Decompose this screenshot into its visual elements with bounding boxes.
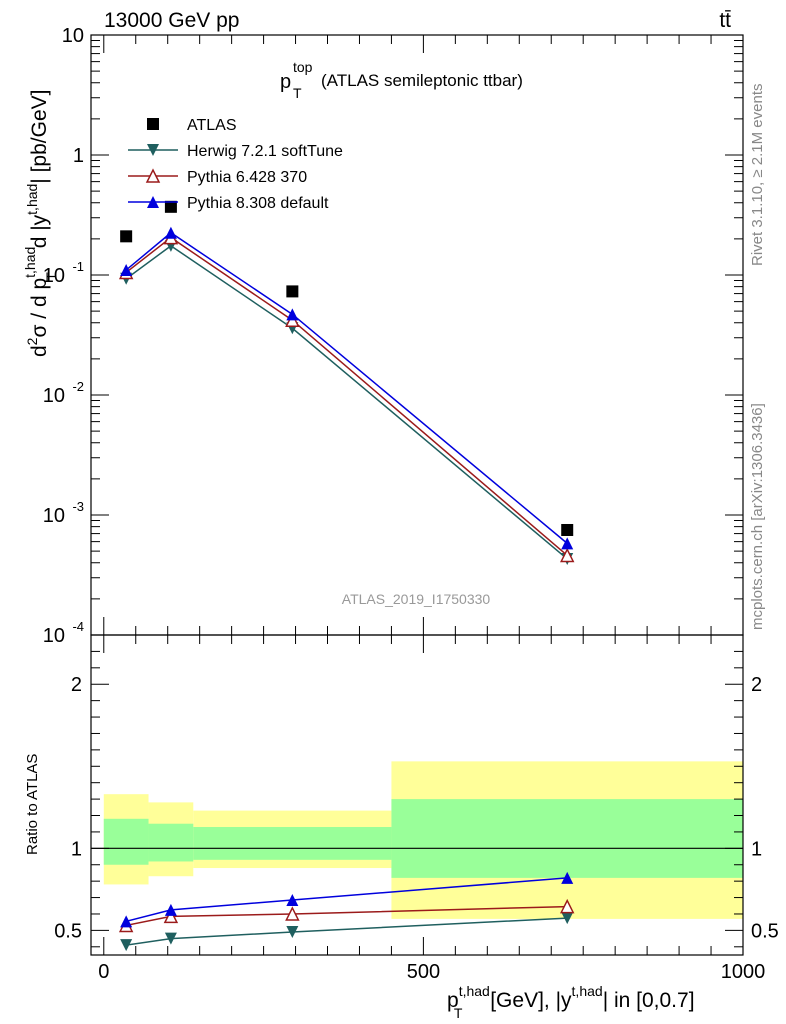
ratio-point-0-0 — [120, 939, 133, 952]
main-point-0-0 — [120, 230, 133, 243]
uncertainty-band-green-2 — [193, 827, 392, 860]
main-title-rest: (ATLAS semileptonic ttbar) — [321, 71, 523, 90]
main-ytick-label: 1 — [73, 145, 84, 167]
main-series-line-3 — [125, 231, 568, 544]
xlabel-p-sub: T — [454, 1005, 463, 1021]
energy-label: 13000 GeV pp — [104, 9, 239, 32]
ratio-point-0-2 — [286, 926, 299, 939]
ylabel-sigma: σ / d p — [28, 278, 51, 338]
main-ytick-exponent: -4 — [72, 619, 84, 634]
ratio-ytick-label-right: 2 — [751, 674, 762, 696]
ylabel-d-sup: 2 — [24, 337, 40, 345]
ylabel-d: d — [28, 345, 51, 357]
xlabel-p-sup: t,had — [459, 983, 490, 999]
rivet-label: Rivet 3.1.10, ≥ 2.1M events — [749, 84, 766, 267]
ratio-point-2-2 — [286, 894, 299, 907]
legend-label-3: Pythia 8.308 default — [187, 195, 329, 212]
xlabel-mid: [GeV], |y — [484, 989, 572, 1012]
main-point-3-1 — [164, 226, 177, 239]
ratio-series — [118, 871, 575, 952]
ylabel-p-sub: T — [43, 272, 59, 281]
main-title-sup: top — [293, 59, 313, 75]
legend-label-2: Pythia 6.428 370 — [187, 169, 307, 186]
main-series — [118, 200, 575, 565]
uncertainty-band-green-1 — [148, 823, 194, 862]
ratio-point-0-3 — [561, 912, 574, 925]
ratio-series-line-2 — [125, 877, 568, 923]
ratio-ytick-label-right: 0.5 — [751, 920, 779, 942]
xtick-label: 1000 — [721, 961, 766, 983]
ratio-panel-frame — [90, 634, 744, 956]
axes: 10 -4 10 -3 10 -2 10 -1 1 10 0 500 1000 0.5 0.5 1 1 2 2 — [43, 25, 779, 983]
main-ytick-exponent: -1 — [72, 259, 84, 274]
legend-marker-2 — [145, 168, 161, 183]
ratio-ytick-label-left: 2 — [71, 674, 82, 696]
ylabel-unit: | [pb/GeV] — [28, 90, 51, 184]
main-ytick-label: 10 — [43, 505, 65, 527]
legend-label-0: ATLAS — [187, 117, 237, 134]
ratio-series-line-0 — [126, 917, 568, 946]
main-title: p top T (ATLAS semileptonic ttbar) — [280, 59, 523, 101]
ratio-point-1-2 — [285, 906, 300, 921]
xtick-label: 500 — [407, 961, 440, 983]
main-series-line-2 — [125, 236, 568, 557]
main-series-line-1 — [125, 244, 568, 560]
ratio-point-2-1 — [164, 903, 177, 916]
main-title-sub: T — [293, 85, 302, 101]
ratio-ytick-label-left: 0.5 — [54, 920, 82, 942]
legend: ATLAS Herwig 7.2.1 softTune Pythia 6.428 3… — [128, 117, 343, 212]
ratio-ytick-label-right: 1 — [751, 838, 762, 860]
main-point-3-2 — [286, 308, 299, 321]
main-point-0-2 — [286, 285, 299, 298]
main-ytick-exponent: -3 — [72, 499, 84, 514]
process-label: tt̄ — [719, 9, 731, 32]
legend-marker-0 — [147, 118, 159, 130]
xlabel-y-sup: t,had — [572, 983, 603, 999]
ylabel-y: d |y — [28, 214, 51, 254]
mcplots-label: mcplots.cern.ch [arXiv:1306.3436] — [749, 403, 766, 630]
ratio-point-0-1 — [164, 932, 177, 945]
ratio-ylabel: Ratio to ATLAS — [24, 754, 41, 855]
uncertainty-band-green-3 — [391, 799, 743, 878]
main-point-3-0 — [120, 264, 133, 277]
analysis-label: ATLAS_2019_I1750330 — [342, 591, 491, 607]
ratio-bands — [91, 761, 743, 919]
ylabel-y-sup: t,had — [24, 184, 40, 215]
xlabel-post: | in [0,0.7] — [603, 989, 695, 1012]
ratio-point-1-1 — [163, 908, 179, 924]
main-ytick-label: 10 — [43, 625, 65, 647]
main-ytick-label: 10 — [43, 265, 65, 287]
main-point-2-3 — [560, 547, 575, 563]
ratio-series-line-1 — [126, 905, 568, 927]
main-ytick-exponent: -2 — [72, 379, 84, 394]
ratio-ytick-label-left: 1 — [71, 838, 82, 860]
main-ylabel: d2σ / d pt,had T d |yt,had| [pb/GeV] — [22, 90, 59, 357]
ratio-point-2-0 — [120, 915, 133, 928]
main-point-3-3 — [561, 537, 574, 550]
main-ytick-label: 10 — [43, 385, 65, 407]
xlabel-p: p — [447, 989, 459, 1012]
legend-marker-1 — [147, 144, 159, 156]
xtick-label: 0 — [98, 961, 109, 983]
ylabel-p-sup: t,had — [22, 247, 38, 278]
main-title-p: p — [280, 71, 291, 93]
main-point-0-3 — [561, 523, 574, 536]
legend-marker-3 — [147, 196, 159, 208]
ratio-point-2-3 — [561, 871, 574, 884]
ratio-xlabel: pt,had T [GeV], |yt,had| in [0,0.7] — [447, 983, 695, 1021]
ratio-point-1-3 — [560, 898, 575, 914]
legend-label-1: Herwig 7.2.1 softTune — [187, 143, 343, 160]
main-ytick-label: 10 — [62, 25, 84, 47]
main-point-0-1 — [164, 200, 177, 213]
uncertainty-band-green-0 — [103, 818, 149, 865]
